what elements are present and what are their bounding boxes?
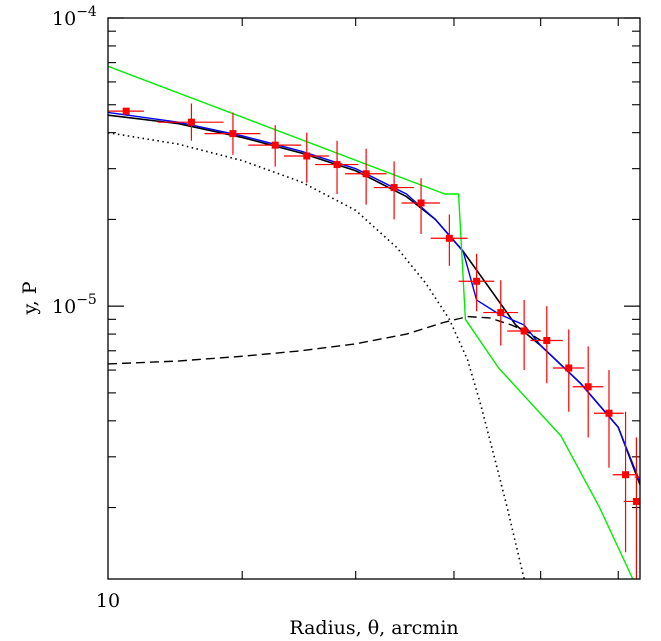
data-point bbox=[333, 161, 341, 169]
data-point bbox=[605, 409, 613, 417]
data-point bbox=[642, 474, 649, 481]
data-point bbox=[445, 234, 453, 242]
data-point bbox=[632, 497, 640, 505]
data-point bbox=[565, 364, 573, 372]
data-point bbox=[417, 199, 425, 207]
y-tick-label: 10−5 bbox=[52, 292, 97, 318]
data-point bbox=[543, 336, 551, 344]
data-point bbox=[497, 309, 505, 317]
x-tick-labels: 10 bbox=[96, 590, 120, 612]
series-line-dotted bbox=[108, 131, 525, 579]
series-line-solid bbox=[108, 65, 634, 579]
data-point bbox=[271, 141, 279, 149]
data-point bbox=[303, 152, 311, 160]
data-point bbox=[584, 383, 592, 391]
data-point bbox=[362, 170, 370, 178]
series-line-dashed bbox=[108, 315, 542, 365]
series-line-solid bbox=[108, 114, 640, 486]
y-tick-labels: 10−4 10−5 bbox=[52, 4, 97, 318]
y-axis-label: y, P bbox=[19, 281, 41, 315]
data-point bbox=[229, 130, 237, 138]
data-point bbox=[187, 118, 195, 126]
y-tick-label: 10−4 bbox=[52, 4, 97, 30]
series-line-solid bbox=[108, 111, 640, 483]
data-point bbox=[122, 107, 130, 115]
plot-frame bbox=[107, 17, 641, 580]
x-axis-label: Radius, θ, arcmin bbox=[289, 617, 458, 639]
data-point bbox=[520, 327, 528, 335]
data-point bbox=[622, 471, 630, 479]
data-point bbox=[390, 184, 398, 192]
model-curves bbox=[108, 65, 640, 579]
axis-ticks bbox=[108, 17, 640, 579]
x-tick-label: 10 bbox=[96, 590, 120, 612]
data-points bbox=[108, 103, 649, 579]
data-point bbox=[473, 277, 481, 285]
